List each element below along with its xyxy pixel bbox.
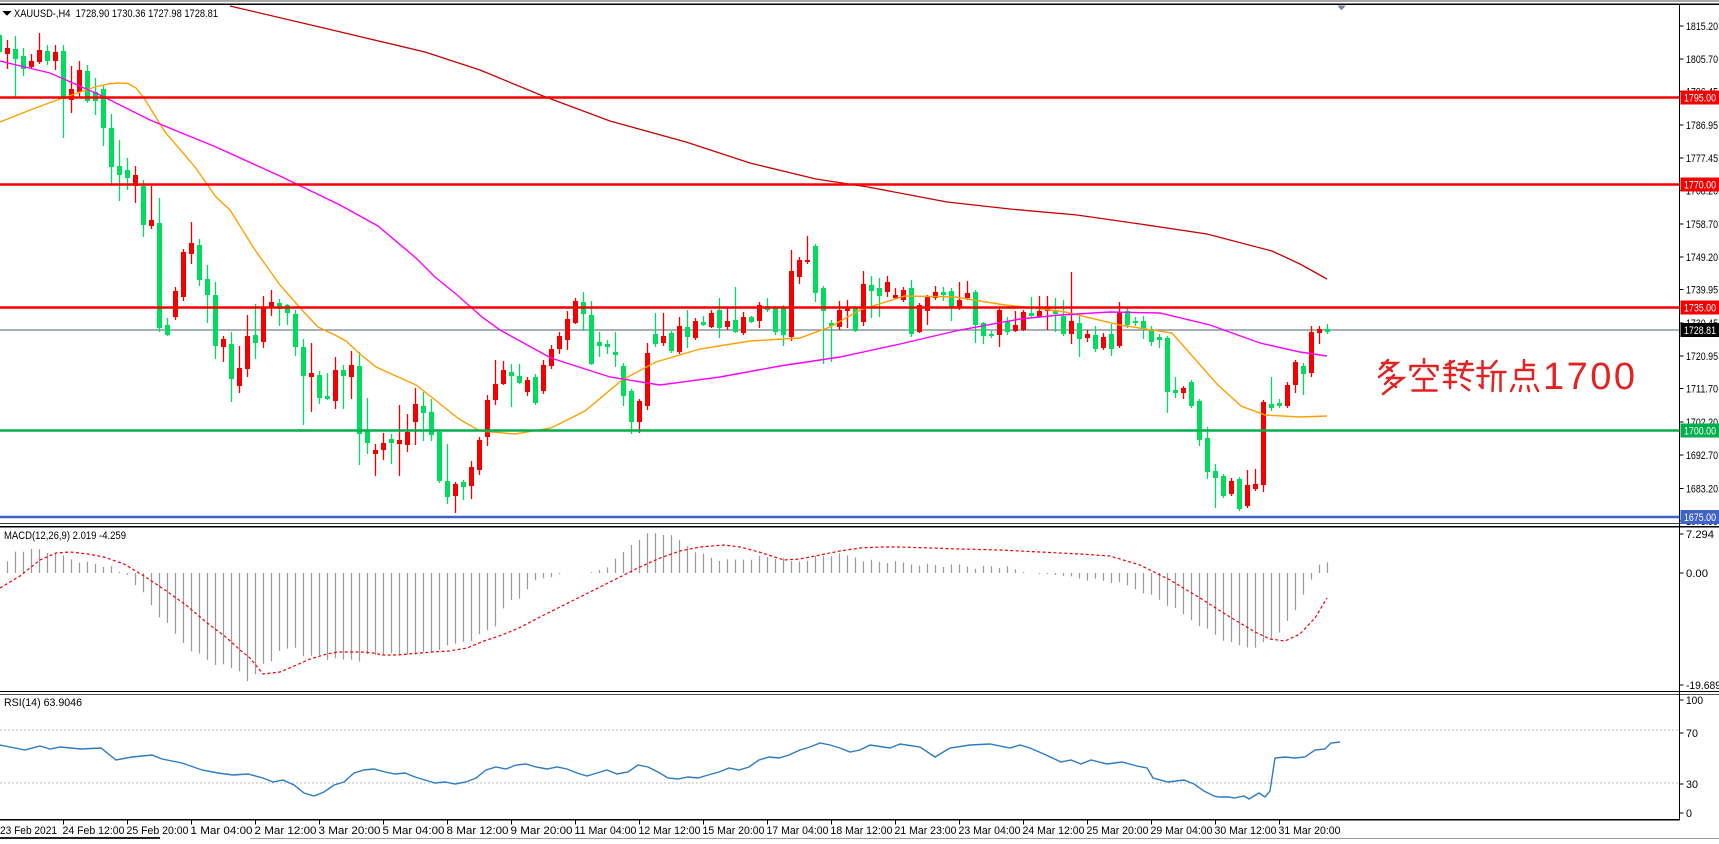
svg-text:25 Mar 20:00: 25 Mar 20:00 xyxy=(1087,825,1149,837)
svg-text:8 Mar 12:00: 8 Mar 12:00 xyxy=(447,825,509,837)
svg-text:1683.20: 1683.20 xyxy=(1686,484,1718,496)
svg-text:XAUUSD-,H4 1728.90 1730.36 17: XAUUSD-,H4 1728.90 1730.36 1727.98 1728.… xyxy=(14,8,218,20)
svg-text:7.294: 7.294 xyxy=(1686,529,1714,541)
svg-text:1777.45: 1777.45 xyxy=(1686,153,1718,165)
svg-text:15 Mar 20:00: 15 Mar 20:00 xyxy=(703,825,765,837)
svg-text:1749.20: 1749.20 xyxy=(1686,252,1718,264)
svg-text:24 Mar 12:00: 24 Mar 12:00 xyxy=(1023,825,1085,837)
svg-text:5 Mar 04:00: 5 Mar 04:00 xyxy=(383,825,445,837)
svg-text:25 Feb 20:00: 25 Feb 20:00 xyxy=(127,825,189,837)
svg-text:1758.70: 1758.70 xyxy=(1686,219,1718,231)
svg-text:29 Mar 04:00: 29 Mar 04:00 xyxy=(1151,825,1213,837)
svg-text:1805.70: 1805.70 xyxy=(1686,54,1718,66)
svg-text:100: 100 xyxy=(1686,695,1703,707)
svg-text:24 Feb 12:00: 24 Feb 12:00 xyxy=(63,825,125,837)
svg-text:9 Mar 20:00: 9 Mar 20:00 xyxy=(511,825,573,837)
svg-text:1786.95: 1786.95 xyxy=(1686,120,1718,132)
svg-text:1739.95: 1739.95 xyxy=(1686,285,1718,297)
svg-text:70: 70 xyxy=(1686,728,1698,740)
svg-text:30 Mar 12:00: 30 Mar 12:00 xyxy=(1215,825,1277,837)
svg-text:1 Mar 04:00: 1 Mar 04:00 xyxy=(191,825,253,837)
svg-text:2 Mar 12:00: 2 Mar 12:00 xyxy=(255,825,317,837)
svg-text:3 Mar 20:00: 3 Mar 20:00 xyxy=(319,825,381,837)
svg-text:1815.20: 1815.20 xyxy=(1686,21,1718,33)
svg-text:30: 30 xyxy=(1686,779,1698,791)
svg-text:1675.00: 1675.00 xyxy=(1684,512,1716,524)
svg-text:1795.00: 1795.00 xyxy=(1684,93,1716,105)
svg-text:0.00: 0.00 xyxy=(1686,568,1708,580)
svg-text:11 Mar 04:00: 11 Mar 04:00 xyxy=(575,825,637,837)
svg-text:RSI(14) 63.9046: RSI(14) 63.9046 xyxy=(4,697,82,709)
svg-text:1700: 1700 xyxy=(1543,356,1638,398)
svg-text:-19.689: -19.689 xyxy=(1686,680,1719,692)
svg-text:MACD(12,26,9) 2.019 -4.259: MACD(12,26,9) 2.019 -4.259 xyxy=(4,530,126,542)
svg-text:1692.70: 1692.70 xyxy=(1686,450,1718,462)
svg-text:31 Mar 20:00: 31 Mar 20:00 xyxy=(1279,825,1341,837)
svg-text:21 Mar 23:00: 21 Mar 23:00 xyxy=(895,825,957,837)
svg-text:1770.00: 1770.00 xyxy=(1684,180,1716,192)
svg-text:12 Mar 12:00: 12 Mar 12:00 xyxy=(639,825,701,837)
svg-text:1728.81: 1728.81 xyxy=(1684,325,1716,337)
svg-text:0: 0 xyxy=(1686,808,1692,820)
svg-text:1720.95: 1720.95 xyxy=(1686,351,1718,363)
svg-text:1700.00: 1700.00 xyxy=(1684,426,1716,438)
svg-text:1711.70: 1711.70 xyxy=(1686,384,1718,396)
svg-text:17 Mar 04:00: 17 Mar 04:00 xyxy=(767,825,829,837)
svg-text:1735.00: 1735.00 xyxy=(1684,303,1716,315)
svg-text:23 Mar 04:00: 23 Mar 04:00 xyxy=(959,825,1021,837)
svg-text:23 Feb 2021: 23 Feb 2021 xyxy=(0,825,57,837)
svg-text:18 Mar 12:00: 18 Mar 12:00 xyxy=(831,825,893,837)
